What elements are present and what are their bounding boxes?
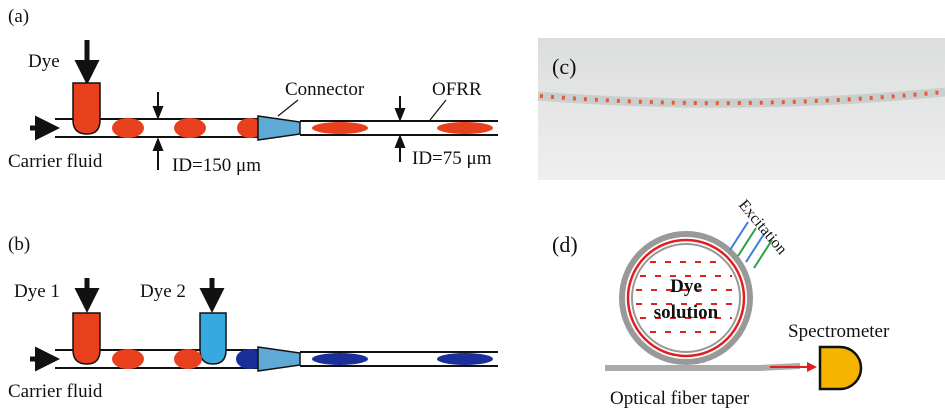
panel-a: (a) Dye Connector OFRR Carrier fluid ID=… bbox=[8, 6, 498, 176]
panel-d: (d) Excitation Dye solution Spectrometer… bbox=[552, 197, 890, 409]
connector-label: Connector bbox=[285, 79, 365, 100]
droplet bbox=[437, 122, 493, 134]
droplet bbox=[112, 118, 144, 138]
solution-label: Dye bbox=[670, 276, 702, 297]
diameter-label: ID=150 μm bbox=[172, 155, 261, 176]
carrier-label: Carrier fluid bbox=[8, 151, 103, 172]
diameter-label: ID=75 μm bbox=[412, 148, 492, 169]
ring bbox=[628, 240, 744, 356]
droplet bbox=[174, 118, 206, 138]
leader bbox=[430, 100, 446, 120]
dye-inlet bbox=[200, 313, 226, 364]
droplet bbox=[437, 353, 493, 365]
panel-label: (b) bbox=[8, 234, 30, 255]
dye-label: Dye 2 bbox=[140, 281, 186, 302]
taper-label: Optical fiber taper bbox=[610, 388, 750, 409]
panel-label: (c) bbox=[552, 54, 576, 79]
carrier-label: Carrier fluid bbox=[8, 381, 103, 402]
panel-label: (a) bbox=[8, 6, 29, 27]
panel-b: (b) Dye 1 Dye 2 Carrier fluid bbox=[8, 234, 498, 402]
dye-label: Dye bbox=[28, 51, 60, 72]
dye-inlet bbox=[73, 313, 100, 364]
droplet bbox=[312, 122, 368, 134]
panel-c: (c) bbox=[538, 38, 945, 180]
figure: (a) Dye Connector OFRR Carrier fluid ID=… bbox=[0, 0, 945, 412]
dye-label: Dye 1 bbox=[14, 281, 60, 302]
droplet bbox=[174, 349, 202, 369]
spectrometer bbox=[820, 347, 861, 389]
spectrometer-label: Spectrometer bbox=[788, 321, 890, 342]
connector bbox=[258, 116, 300, 140]
photo bbox=[538, 38, 945, 180]
connector bbox=[258, 347, 300, 371]
leader bbox=[278, 100, 298, 116]
panel-label: (d) bbox=[552, 232, 578, 257]
dye-inlet bbox=[73, 83, 100, 134]
solution-label: solution bbox=[654, 302, 719, 323]
droplet bbox=[312, 353, 368, 365]
droplet bbox=[112, 349, 144, 369]
ofrr-label: OFRR bbox=[432, 79, 482, 100]
